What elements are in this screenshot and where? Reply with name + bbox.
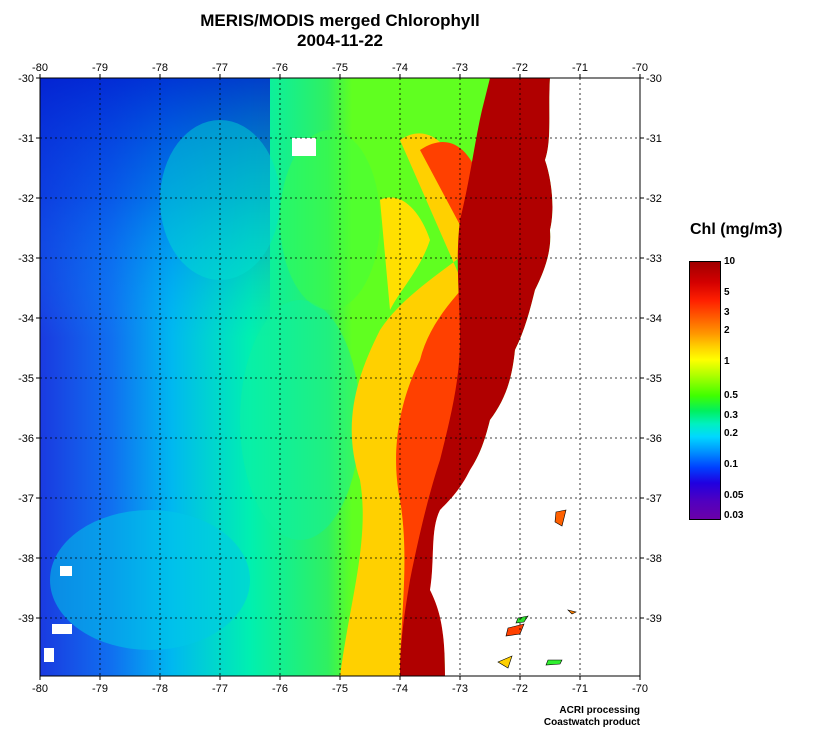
lat-label-right: -30	[646, 73, 662, 85]
lon-label-bottom: -75	[332, 683, 348, 695]
lat-label-left: -38	[18, 553, 34, 565]
colorbar-tick-label: 0.5	[724, 389, 738, 401]
lon-label-top: -71	[572, 62, 588, 74]
credit-product: Coastwatch product	[543, 717, 640, 728]
lat-label-left: -30	[18, 73, 34, 85]
lon-label-bottom: -76	[272, 683, 288, 695]
colorbar-tick-label: 2	[724, 325, 730, 337]
lat-label-left: -31	[18, 133, 34, 145]
lon-label-top: -75	[332, 62, 348, 74]
colorbar	[689, 261, 721, 520]
lat-label-left: -37	[18, 493, 34, 505]
lat-label-right: -33	[646, 253, 662, 265]
lon-label-bottom: -79	[92, 683, 108, 695]
lon-label-top: -77	[212, 62, 228, 74]
colorbar-tick-label: 1	[724, 356, 730, 368]
lat-label-left: -32	[18, 193, 34, 205]
lat-label-right: -36	[646, 433, 662, 445]
lon-label-top: -74	[392, 62, 408, 74]
credit-processing: ACRI processing	[559, 705, 640, 716]
lon-label-bottom: -80	[32, 683, 48, 695]
lat-label-right: -32	[646, 193, 662, 205]
lat-label-right: -39	[646, 613, 662, 625]
colorbar-tick-label: 10	[724, 256, 736, 267]
axis-ticks: -80 -80 -79 -79 -78 -78 -77 -77 -76 -76 -75 -75 -74 -…	[18, 62, 662, 695]
lon-label-bottom: -77	[212, 683, 228, 695]
lat-label-right: -37	[646, 493, 662, 505]
lon-label-top: -78	[152, 62, 168, 74]
lon-label-top: -76	[272, 62, 288, 74]
cloud-gaps	[44, 138, 316, 662]
lon-label-top: -79	[92, 62, 108, 74]
colorbar-tick-label: 3	[724, 307, 730, 319]
lat-label-left: -36	[18, 433, 34, 445]
lat-label-right: -35	[646, 373, 662, 385]
colorbar-tick-label: 0.2	[724, 428, 738, 440]
legend-title: Chl (mg/m3)	[690, 221, 783, 238]
map-date: 2004-11-22	[296, 31, 384, 50]
lat-label-right: -31	[646, 133, 662, 145]
colorbar-tick-label: 0.3	[724, 410, 738, 422]
lon-label-top: -72	[512, 62, 528, 74]
lon-label-bottom: -74	[392, 683, 408, 695]
lon-label-bottom: -73	[452, 683, 468, 695]
lat-label-right: -38	[646, 553, 662, 565]
land-area	[430, 78, 640, 676]
lon-label-bottom: -72	[512, 683, 528, 695]
coastal-bloom	[400, 78, 553, 676]
colorbar-tick-label: 0.1	[724, 459, 738, 471]
lon-label-top: -73	[452, 62, 468, 74]
map-title: MERIS/MODIS merged Chlorophyll	[200, 11, 480, 30]
lon-label-bottom: -71	[572, 683, 588, 695]
lat-label-left: -33	[18, 253, 34, 265]
colorbar-tick-label: 5	[724, 286, 730, 298]
lat-label-left: -35	[18, 373, 34, 385]
colorbar-tick-label: 0.05	[724, 489, 744, 501]
lon-label-top: -70	[632, 62, 648, 74]
colorbar-tick-label: 0.03	[724, 510, 744, 522]
gridlines	[40, 78, 640, 676]
lon-label-bottom: -70	[632, 683, 648, 695]
lat-label-right: -34	[646, 313, 662, 325]
lat-label-left: -39	[18, 613, 34, 625]
lon-label-top: -80	[32, 62, 48, 74]
lat-label-left: -34	[18, 313, 34, 325]
lon-label-bottom: -78	[152, 683, 168, 695]
